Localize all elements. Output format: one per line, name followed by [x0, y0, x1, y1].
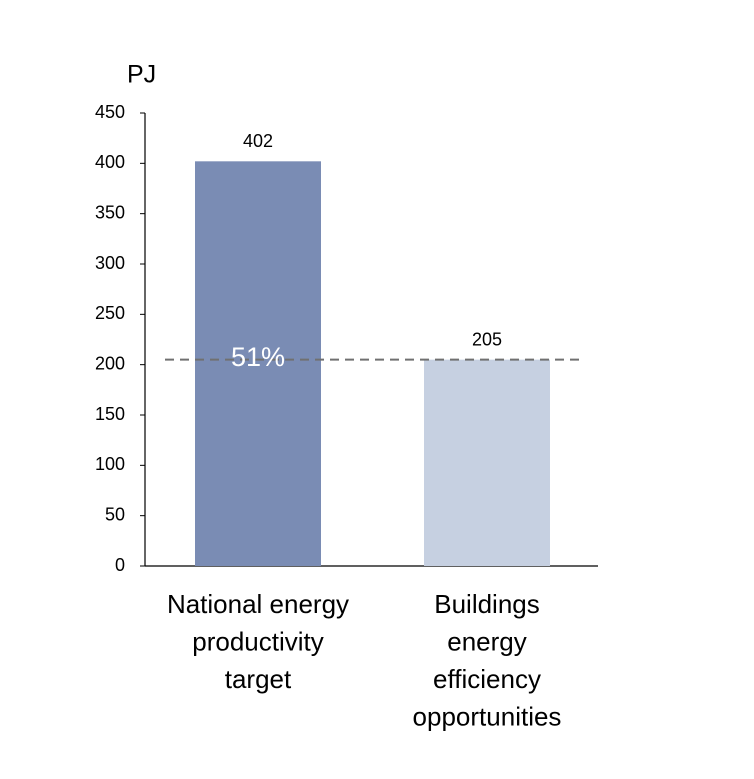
- y-tick-label: 0: [115, 555, 125, 575]
- y-tick-label: 350: [95, 202, 125, 222]
- x-tick-label: efficiency: [433, 664, 541, 694]
- y-tick-label: 400: [95, 152, 125, 172]
- x-tick-label: target: [225, 664, 292, 694]
- y-tick-label: 200: [95, 353, 125, 373]
- x-tick-label: productivity: [192, 626, 324, 656]
- y-tick-label: 150: [95, 404, 125, 424]
- y-tick-label: 300: [95, 253, 125, 273]
- y-axis-label: PJ: [127, 61, 156, 89]
- y-tick-label: 250: [95, 303, 125, 323]
- annotation: 51%: [231, 342, 285, 372]
- y-tick-label: 450: [95, 102, 125, 122]
- x-tick-label: energy: [447, 626, 527, 656]
- x-tick-label: Buildings: [434, 589, 540, 619]
- bar: [195, 161, 321, 566]
- bar: [424, 359, 550, 566]
- value-label: 205: [472, 329, 502, 349]
- x-tick-label: National energy: [167, 589, 349, 619]
- y-tick-label: 100: [95, 454, 125, 474]
- y-tick-label: 50: [105, 504, 125, 524]
- x-tick-label: opportunities: [413, 701, 562, 731]
- value-label: 402: [243, 131, 273, 151]
